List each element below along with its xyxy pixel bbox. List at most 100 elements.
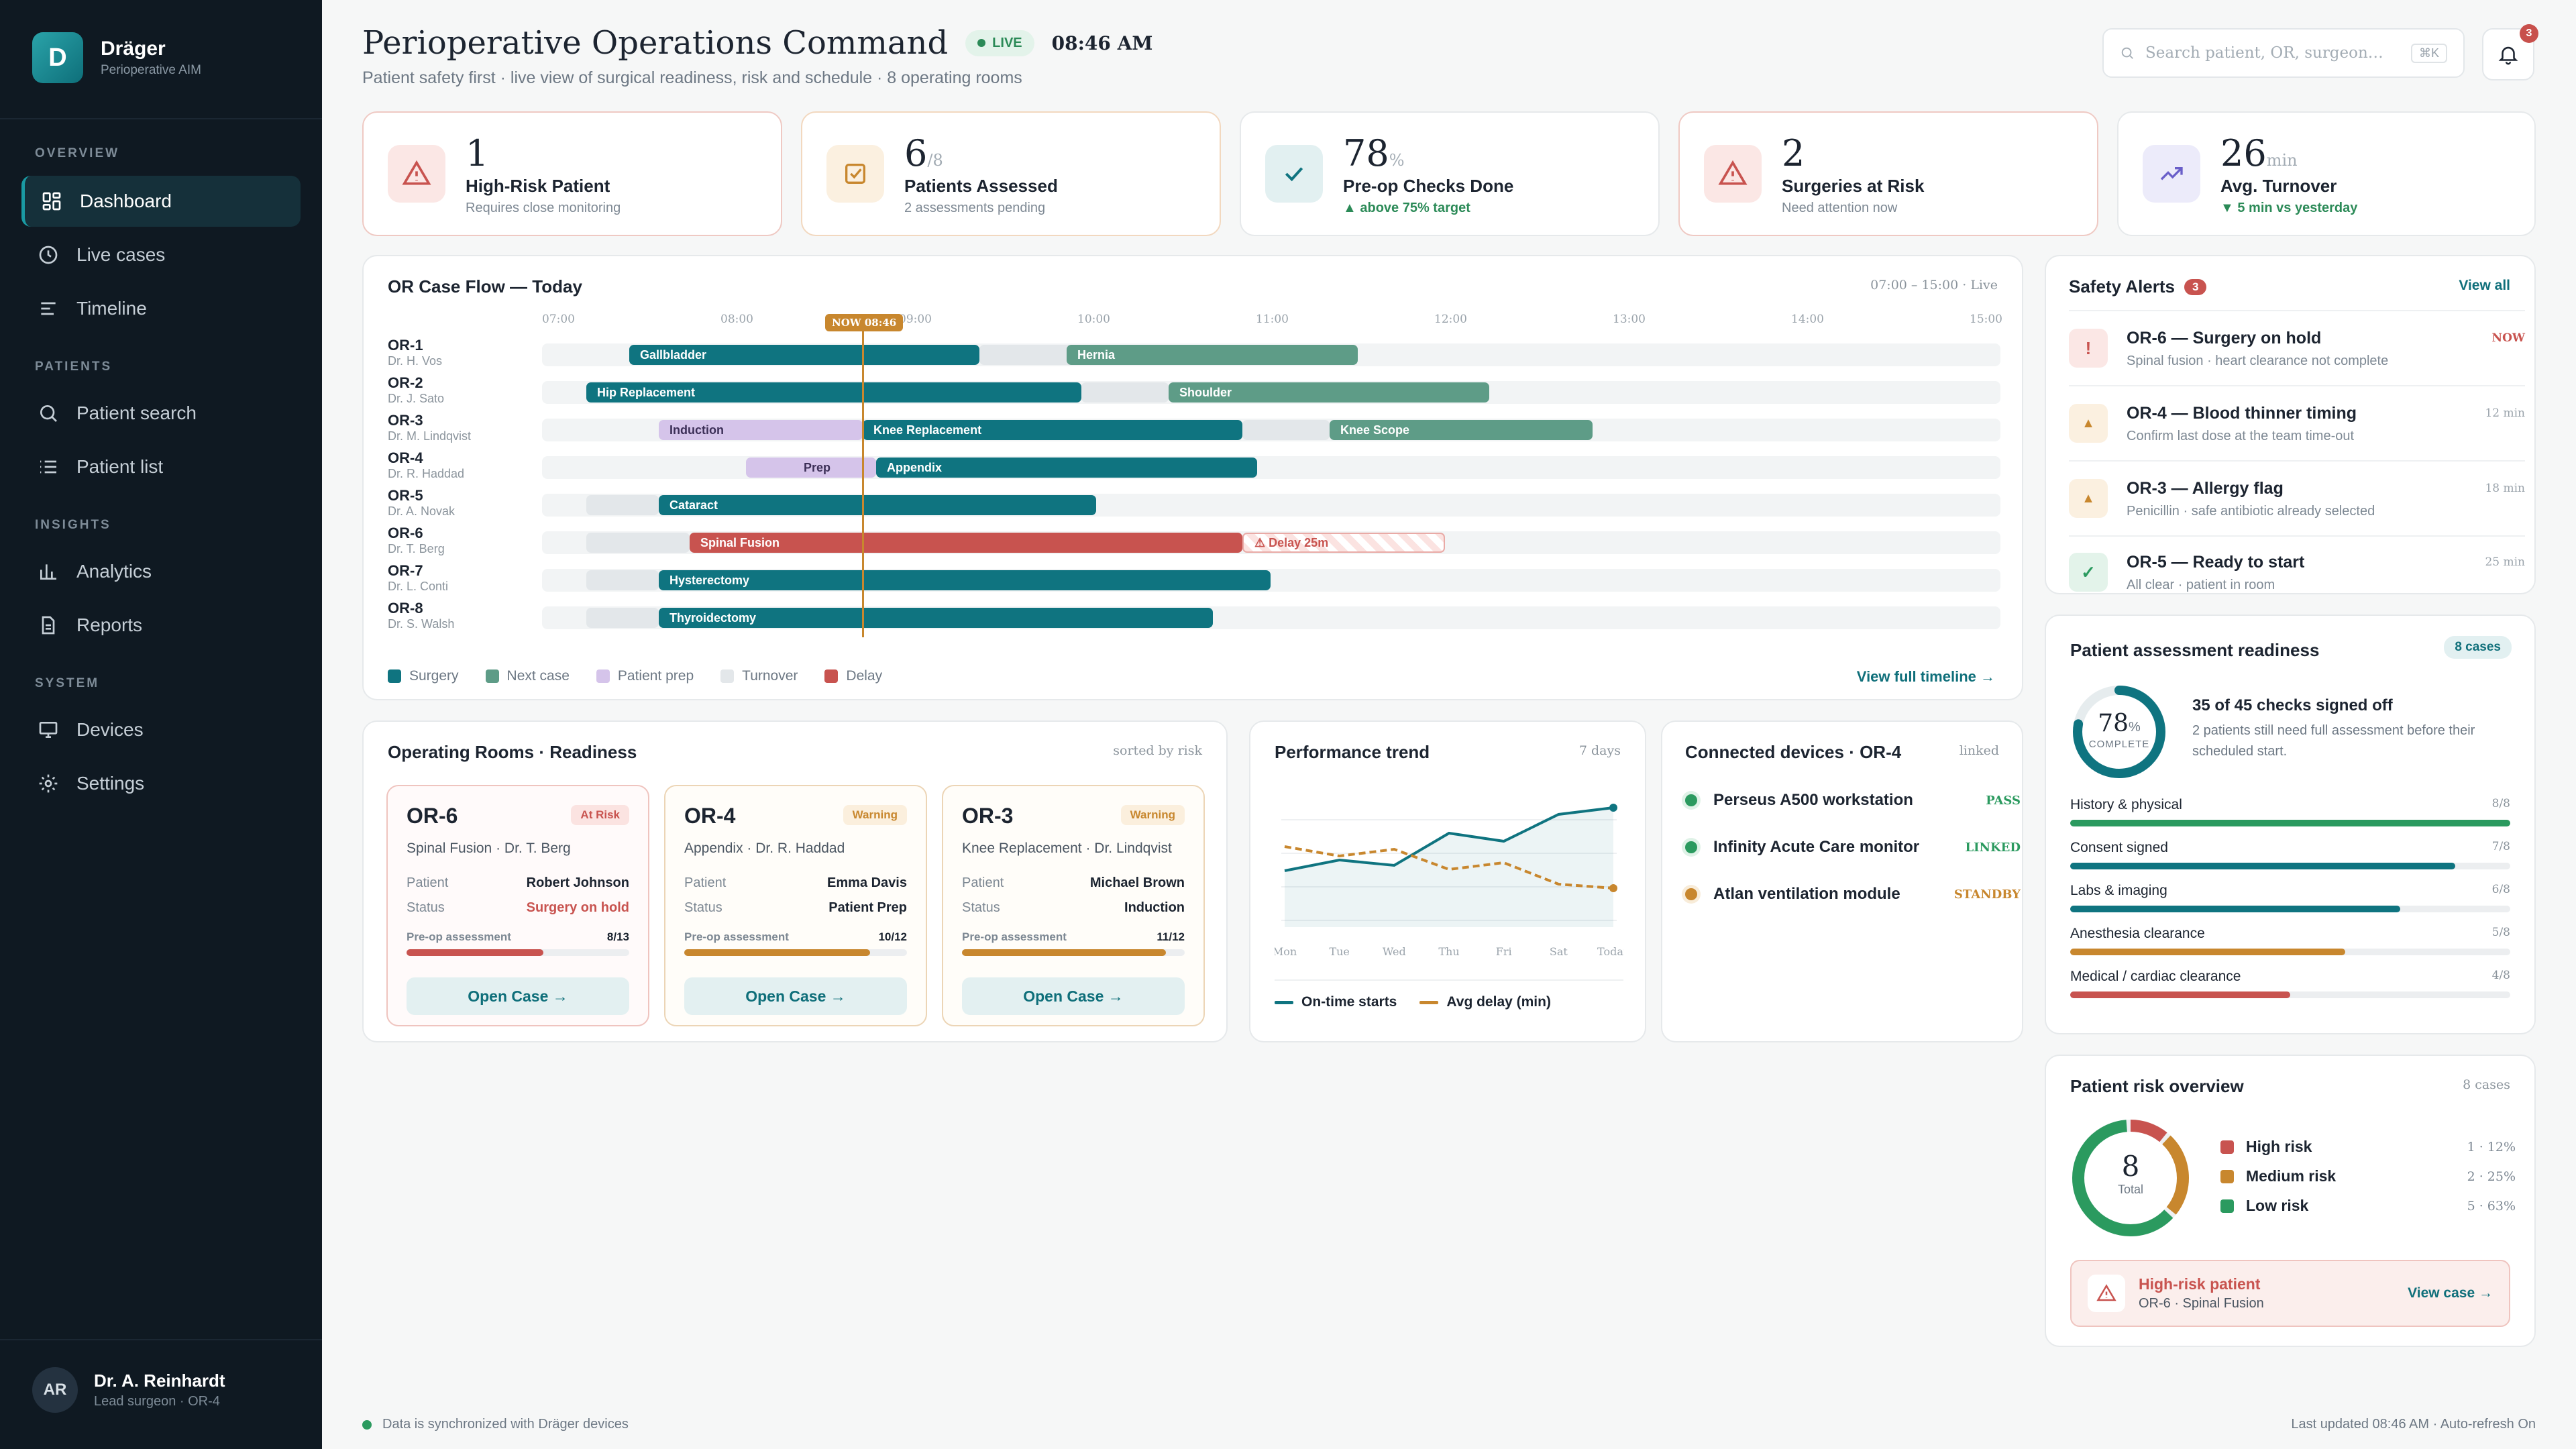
kpi-high-risk[interactable]: 1 High-Risk Patient Requires close monit… [362,111,782,236]
room-status-row: Status Surgery on hold [407,900,629,916]
readiness-percent: 78 [2098,710,2129,737]
sidebar-item-live-cases[interactable]: Live cases [21,229,301,280]
legend-swatch [2220,1169,2234,1183]
high-risk-banner[interactable]: High-risk patient OR-6 · Spinal Fusion V… [2070,1260,2510,1327]
alert-exclamation-icon: ! [2069,329,2108,368]
kpi-surgeries-at-risk[interactable]: 2 Surgeries at Risk Need attention now [1678,111,2098,236]
room-card-or4[interactable]: OR-4 Warning Appendix · Dr. R. Haddad Pa… [664,785,927,1026]
kpi-patients-assessed[interactable]: 6/8 Patients Assessed 2 assessments pend… [801,111,1221,236]
sidebar-item-settings[interactable]: Settings [21,758,301,809]
safety-alerts-panel: Safety Alerts 3 View all ! OR-6 — Surger… [2045,255,2536,594]
device-row[interactable]: Infinity Acute Care monitor LINKED [1685,836,2021,859]
panel-title: Operating Rooms · Readiness [388,742,637,762]
open-case-button[interactable]: Open Case → [962,977,1185,1015]
preop-progress [684,949,907,956]
or-row-label: OR-8 [388,600,423,616]
device-row[interactable]: Perseus A500 workstation PASS [1685,789,2021,812]
preop-count: 11/12 [1157,930,1185,943]
case-bar[interactable]: Knee Replacement [863,420,1242,440]
sidebar: D Dräger Perioperative AIM OVERVIEW Dash… [0,0,322,1449]
sidebar-item-dashboard[interactable]: Dashboard [21,176,301,227]
sidebar-item-devices[interactable]: Devices [21,704,301,755]
search-input[interactable] [2145,44,2400,62]
kpi-sub: 2 assessments pending [904,200,1046,215]
field-label: Pre-op assessment [684,930,789,943]
kpi-avg-turnover[interactable]: 26min Avg. Turnover ▼ 5 min vs yesterday [2117,111,2536,236]
case-bar[interactable]: Spinal Fusion [690,533,1242,553]
readiness-item-value: 8/8 [2491,797,2510,810]
case-bar[interactable]: Cataract [659,495,1096,515]
grid-icon [42,192,61,211]
field-label: Pre-op assessment [407,930,511,943]
field-label: Status [684,900,722,915]
alert-time: 18 min [2485,482,2525,495]
sidebar-item-analytics[interactable]: Analytics [21,546,301,597]
kpi-label: Patients Assessed [904,175,1058,196]
view-all-alerts-link[interactable]: View all [2459,278,2510,293]
brand[interactable]: D Dräger Perioperative AIM [32,32,201,83]
case-bar[interactable]: Hip Replacement [586,382,1081,402]
alert-time: 25 min [2485,555,2525,569]
kpi-label: Surgeries at Risk [1782,175,1925,196]
alert-item[interactable]: ✓ OR-5 — Ready to start All clear · patie… [2069,535,2525,596]
kpi-label: Avg. Turnover [2220,175,2337,196]
case-bar[interactable]: Hysterectomy [659,570,1271,590]
field-label: Status [962,900,1000,915]
risk-label: High risk [2246,1138,2312,1155]
kpi-preop-checks[interactable]: 78% Pre-op Checks Done ▲ above 75% targe… [1240,111,1660,236]
status-dot-icon [1685,841,1697,853]
checkbox-icon [826,145,884,203]
notifications-button[interactable]: 3 [2482,24,2538,80]
view-case-link[interactable]: View case → [2408,1285,2493,1301]
day-label: Wed [1383,945,1406,958]
case-bar[interactable]: Shoulder [1169,382,1489,402]
view-full-timeline-link[interactable]: View full timeline → [1856,668,1995,685]
case-bar[interactable]: Gallbladder [629,345,979,365]
open-case-button[interactable]: Open Case → [407,977,629,1015]
or-case-flow-panel: OR Case Flow — Today 07:00 – 15:00 · Liv… [362,255,2023,700]
or-row-surgeon: Dr. A. Novak [388,504,455,518]
donut-slice [2072,1120,2189,1236]
case-bar[interactable]: Thyroidectomy [659,608,1213,628]
sidebar-item-timeline[interactable]: Timeline [21,283,301,334]
risk-value: 1 · 12% [2467,1139,2516,1155]
readiness-progress [2070,991,2510,998]
readiness-detail: 2 patients still need full assessment be… [2192,723,2475,759]
kpi-unit: min [2266,150,2298,170]
patient-name: Robert Johnson [526,875,629,890]
room-card-or6[interactable]: OR-6 At Risk Spinal Fusion · Dr. T. Berg… [386,785,649,1026]
sidebar-item-reports[interactable]: Reports [21,600,301,651]
kpi-value: 1 [466,131,489,174]
case-bar[interactable]: Induction [659,420,863,440]
open-case-button[interactable]: Open Case → [684,977,907,1015]
case-bar[interactable]: Hernia [1067,345,1358,365]
kpi-label: Pre-op Checks Done [1343,175,1514,196]
alert-item[interactable]: ! OR-6 — Surgery on hold Spinal fusion · … [2069,310,2525,384]
risk-value: 2 · 25% [2467,1169,2516,1184]
delay-bar[interactable]: ⚠ Delay 25m [1242,533,1445,553]
list-icon [40,460,56,474]
case-bar[interactable]: Knee Scope [1330,420,1593,440]
alert-subtitle: All clear · patient in room [2127,578,2275,592]
case-bar[interactable]: Prep [746,458,876,478]
search-box[interactable]: ⌘K [2102,28,2465,78]
panel-meta: sorted by risk [1113,743,1202,758]
warning-triangle-icon [1704,145,1762,203]
sidebar-item-patient-list[interactable]: Patient list [21,441,301,492]
performance-trend-panel: Performance trend 7 days Mon Tue Wed Thu Fri… [1249,720,1646,1042]
user-profile[interactable]: AR Dr. A. Reinhardt Lead surgeon · OR-4 [32,1367,225,1413]
panel-meta: 07:00 – 15:00 · Live [1870,278,1998,292]
check-icon [1265,145,1323,203]
sidebar-item-patient-search[interactable]: Patient search [21,388,301,439]
readiness-unit: % [2129,720,2141,735]
room-card-or3[interactable]: OR-3 Warning Knee Replacement · Dr. Lind… [942,785,1205,1026]
legend-item: Turnover [720,668,798,684]
case-bar[interactable]: Appendix [876,458,1257,478]
donut-slice [2072,1120,2189,1236]
alert-item[interactable]: ▲ OR-3 — Allergy flag Penicillin · safe a… [2069,460,2525,534]
room-status-row: Status Patient Prep [684,900,907,916]
section-insights: INSIGHTS [35,518,111,532]
banner-title: High-risk patient [2139,1275,2261,1293]
alert-item[interactable]: ▲ OR-4 — Blood thinner timing Confirm las… [2069,385,2525,459]
device-row[interactable]: Atlan ventilation module STANDBY [1685,883,2021,906]
